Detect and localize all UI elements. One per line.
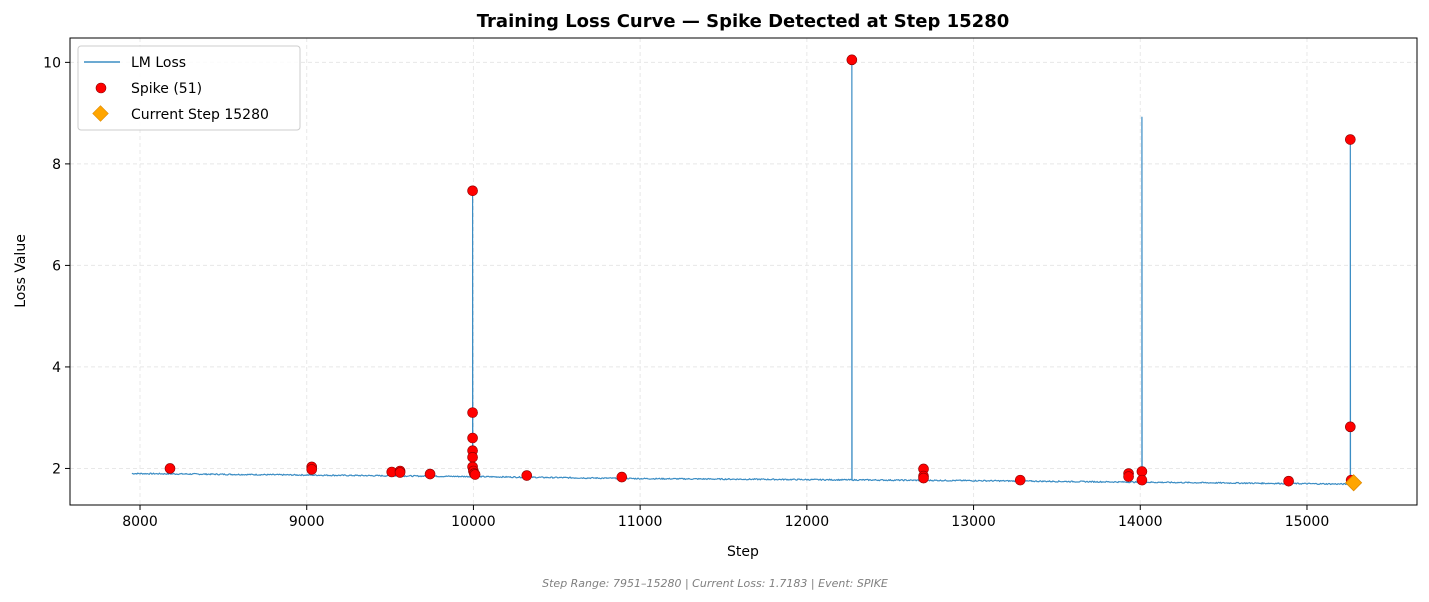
x-tick-label: 14000 [1118, 514, 1163, 530]
spike-point [306, 464, 318, 475]
y-tick-label: 4 [52, 360, 61, 376]
y-tick-label: 2 [52, 461, 61, 477]
spike-point [1345, 134, 1356, 145]
legend-current-swatch [92, 105, 109, 122]
grid-lines [70, 38, 1417, 505]
legend-label-spike: Spike (51) [131, 81, 202, 97]
legend: LM Loss Spike (51) Current Step 15280 [77, 45, 301, 131]
x-tick-label: 12000 [785, 514, 830, 530]
legend-label-current: Current Step 15280 [131, 107, 269, 123]
spike-point [1136, 474, 1148, 486]
x-axis-label: Step [727, 544, 759, 560]
y-tick-label: 6 [52, 258, 61, 274]
spike-point [394, 467, 406, 478]
spike-point [467, 451, 478, 463]
legend-box [77, 45, 301, 131]
legend-label-lm-loss: LM Loss [131, 55, 186, 71]
plot-area-frame [69, 37, 1418, 506]
spike-point [164, 463, 176, 474]
spike-point [616, 471, 628, 483]
y-axis-label: Loss Value [13, 234, 29, 308]
spike-point [1283, 475, 1294, 487]
y-tick-label: 8 [52, 157, 61, 173]
spike-point [1345, 421, 1356, 433]
spike-point [846, 54, 858, 66]
y-axis: 2 4 6 8 10 [43, 55, 70, 477]
x-tick-label: 13000 [951, 514, 996, 530]
x-tick-label: 8000 [122, 514, 158, 530]
spike-point [467, 185, 478, 197]
spike-point [1014, 474, 1026, 486]
lm-loss-line [131, 59, 1354, 486]
spike-point [918, 472, 929, 484]
legend-spike-swatch [95, 82, 107, 94]
current-step-series [1345, 474, 1363, 492]
x-tick-label: 9000 [289, 514, 325, 530]
x-tick-label: 15000 [1285, 514, 1330, 530]
y-tick-label: 10 [43, 55, 61, 71]
x-axis: 8000 9000 10000 11000 12000 13000 14000 15000 [122, 505, 1329, 530]
spike-point [1123, 471, 1134, 482]
spike-point [521, 470, 533, 481]
current-step-marker [1345, 474, 1363, 492]
x-tick-label: 10000 [451, 514, 496, 530]
spike-point [467, 407, 478, 418]
spike-point [467, 432, 478, 444]
spike-point [424, 468, 436, 480]
spike-series [164, 54, 1357, 487]
lm-loss-series [131, 59, 1354, 486]
spike-point [469, 469, 481, 480]
x-tick-label: 11000 [618, 514, 663, 530]
chart-title: Training Loss Curve — Spike Detected at … [477, 11, 1010, 32]
footer-caption: Step Range: 7951–15280 | Current Loss: 1… [542, 577, 888, 590]
